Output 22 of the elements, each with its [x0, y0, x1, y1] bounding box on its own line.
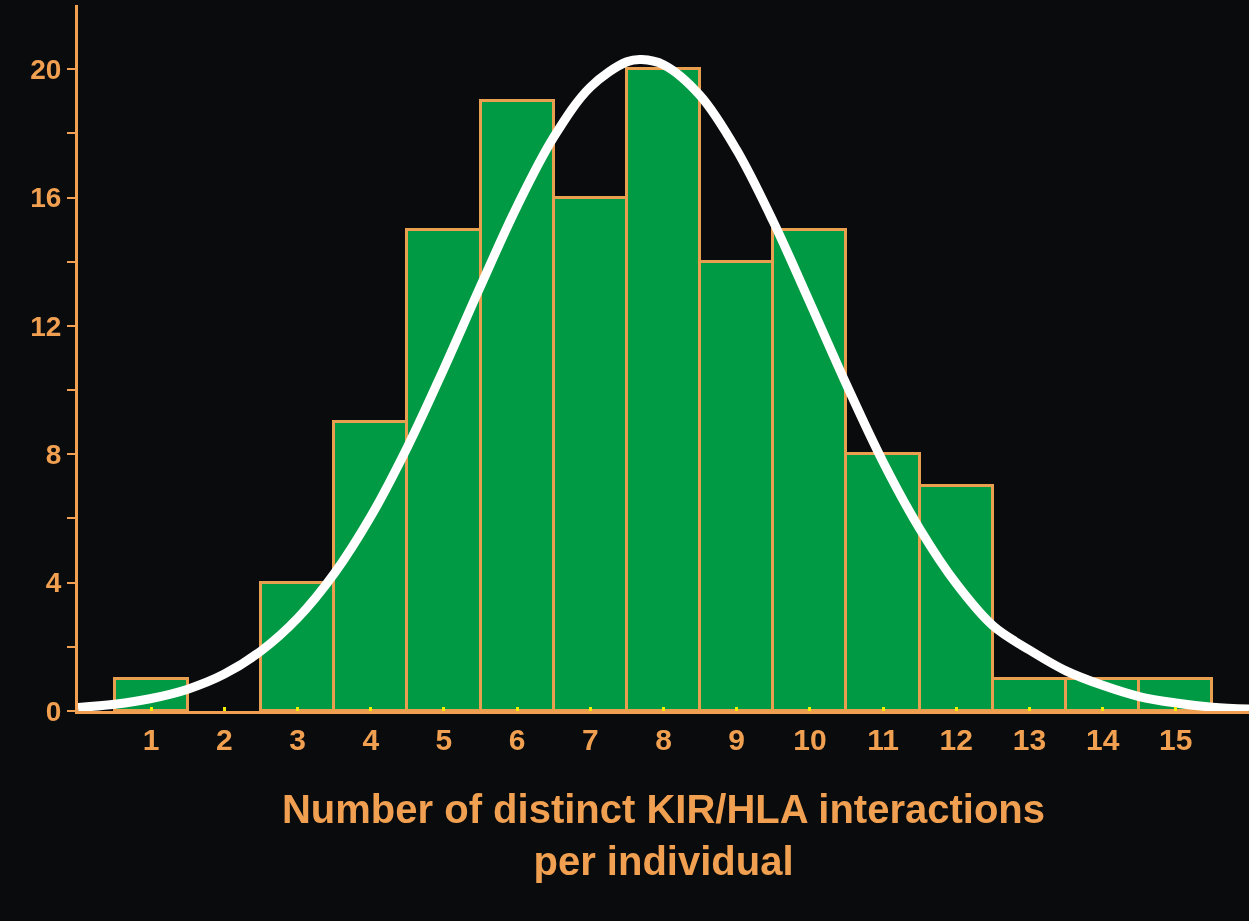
x-tick-label: 13 — [1012, 723, 1047, 756]
x-tick-label: 6 — [508, 723, 526, 756]
x-tick-label: 14 — [1085, 723, 1120, 756]
x-axis-title: Number of distinct KIR/HLA interactions per individual — [281, 786, 1046, 883]
y-tick-label: 0 — [45, 695, 62, 727]
x-tick-label: 11 — [867, 723, 899, 756]
x-tick-label: 1 — [142, 723, 160, 756]
x-tick-label: 15 — [1159, 723, 1193, 756]
y-tick-label: 8 — [45, 439, 62, 471]
y-tick-label: 20 — [30, 53, 62, 85]
x-tick-label: 12 — [939, 723, 973, 756]
x-tick-label: 8 — [655, 723, 672, 756]
x-tick-label: 3 — [289, 723, 306, 756]
x-tick-label: 10 — [793, 723, 827, 756]
x-tick-label: 4 — [362, 723, 380, 756]
y-tick-label: 4 — [45, 567, 62, 599]
y-tick-label: 16 — [30, 182, 62, 214]
y-tick-label: 12 — [30, 310, 62, 342]
x-tick-label: 2 — [216, 723, 233, 756]
x-tick-label: 7 — [581, 723, 599, 756]
x-tick-label: 9 — [728, 723, 746, 756]
x-tick-label: 5 — [435, 723, 453, 756]
